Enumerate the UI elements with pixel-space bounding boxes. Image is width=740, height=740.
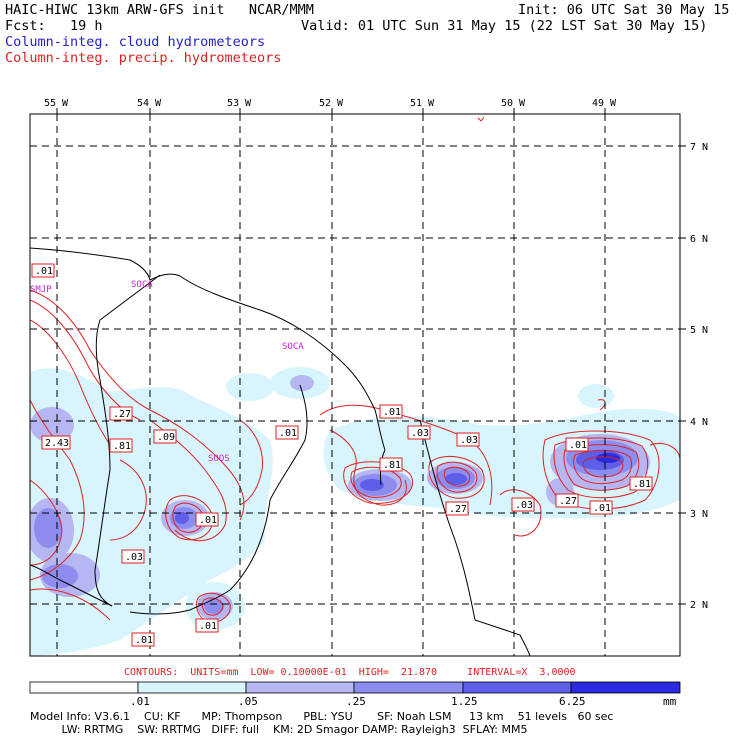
- contour-label: .01: [131, 632, 155, 647]
- lat-label: 7 N: [690, 142, 708, 153]
- contour-value-labels: .01 2.43 .27 .81 .09 .01 .01 .01 .03 .01…: [31, 263, 653, 647]
- cloud-field-title: Column-integ. cloud hydrometeors: [5, 34, 266, 50]
- contour-label: .03: [121, 549, 145, 564]
- svg-text:.01: .01: [569, 440, 587, 451]
- lat-label: 3 N: [690, 509, 708, 520]
- lat-label: 5 N: [690, 325, 708, 336]
- contour-label: .81: [109, 438, 133, 453]
- valid-time: Valid: 01 UTC Sun 31 May 15 (22 LST Sat …: [301, 18, 708, 34]
- station-label: SMJP: [30, 285, 52, 295]
- svg-text:.01: .01: [383, 407, 401, 418]
- svg-text:.03: .03: [515, 500, 533, 511]
- svg-text:2.43: 2.43: [45, 438, 69, 449]
- init-time: Init: 06 UTC Sat 30 May 15: [518, 2, 730, 18]
- svg-text:.01: .01: [135, 635, 153, 646]
- latitude-labels: 7 N 6 N 5 N 4 N 3 N 2 N: [690, 142, 708, 611]
- contour-label: 2.43: [41, 435, 71, 450]
- contour-label: .03: [456, 432, 480, 447]
- contour-info: CONTOURS: UNITS=mm LOW= 0.10000E-01 HIGH…: [124, 667, 576, 678]
- colorbar-tick: 6.25: [559, 695, 586, 708]
- model-info-line1: Model Info: V3.6.1 CU: KF MP: Thompson P…: [30, 710, 614, 723]
- lon-label: 52 W: [319, 98, 344, 109]
- station-label: SOCA: [282, 342, 304, 352]
- colorbar-tick: .25: [346, 695, 366, 708]
- longitude-labels: 55 W 54 W 53 W 52 W 51 W 50 W 49 W: [44, 98, 617, 109]
- contour-label: .01: [195, 618, 219, 633]
- colorbar-unit: mm: [663, 695, 677, 708]
- lon-label: 53 W: [227, 98, 252, 109]
- station-labels: SMJP SOCA SOCA SOOS: [30, 280, 304, 464]
- svg-text:.01: .01: [199, 621, 217, 632]
- contour-label: .09: [153, 429, 177, 444]
- station-label: SOCA: [131, 280, 153, 290]
- contour-label: .03: [407, 425, 431, 440]
- contour-label: .27: [109, 406, 133, 421]
- contour-label: .01: [589, 500, 613, 515]
- coastline: [30, 247, 531, 656]
- lon-label: 50 W: [501, 98, 526, 109]
- map-frame: [29, 113, 681, 657]
- model-title: HAIC-HIWC 13km ARW-GFS init NCAR/MMM: [5, 2, 314, 18]
- svg-text:.03: .03: [125, 552, 143, 563]
- svg-text:.81: .81: [383, 460, 401, 471]
- svg-text:.81: .81: [113, 441, 131, 452]
- contour-label: [590, 501, 612, 514]
- station-label: SOOS: [208, 454, 230, 464]
- contour-label: .81: [379, 457, 403, 472]
- cloud-shading-max: [596, 453, 620, 463]
- contour-label: .01: [195, 512, 219, 527]
- svg-text:.01: .01: [35, 266, 53, 277]
- svg-text:.81: .81: [633, 479, 651, 490]
- lat-label: 4 N: [690, 417, 708, 428]
- lon-label: 51 W: [410, 98, 435, 109]
- contour-label: .01: [275, 425, 299, 440]
- lon-label: 55 W: [44, 98, 69, 109]
- svg-text:.01: .01: [279, 428, 297, 439]
- contour-label: .27: [555, 493, 579, 508]
- contour-label: .01: [565, 437, 589, 452]
- contour-label: .01: [379, 404, 403, 419]
- axis-ticks: [56, 108, 686, 605]
- svg-text:.27: .27: [449, 504, 467, 515]
- svg-text:.27: .27: [113, 409, 131, 420]
- lon-label: 49 W: [592, 98, 617, 109]
- svg-text:.09: .09: [157, 432, 175, 443]
- lon-label: 54 W: [137, 98, 162, 109]
- contour-label: .03: [511, 497, 535, 512]
- svg-text:.01: .01: [593, 503, 611, 514]
- contour-label: .27: [445, 501, 469, 516]
- colorbar-tick: .05: [238, 695, 258, 708]
- svg-text:.01: .01: [199, 515, 217, 526]
- precip-field-title: Column-integ. precip. hydrometeors: [5, 50, 282, 66]
- cloud-field: [30, 367, 680, 656]
- forecast-hour: Fcst: 19 h: [5, 18, 103, 34]
- contour-label: .01: [31, 263, 55, 278]
- contour-label: .81: [629, 476, 653, 491]
- model-info-line2: LW: RRTMG SW: RRTMG DIFF: full KM: 2D Sm…: [30, 723, 528, 736]
- graticule: [30, 114, 680, 656]
- colorbar-tick: 1.25: [451, 695, 478, 708]
- colorbar-tick: .01: [130, 695, 150, 708]
- svg-text:.03: .03: [460, 435, 478, 446]
- colorbar: [29, 681, 681, 694]
- lat-label: 6 N: [690, 234, 708, 245]
- lat-label: 2 N: [690, 600, 708, 611]
- svg-text:.03: .03: [411, 428, 429, 439]
- svg-text:.27: .27: [559, 496, 577, 507]
